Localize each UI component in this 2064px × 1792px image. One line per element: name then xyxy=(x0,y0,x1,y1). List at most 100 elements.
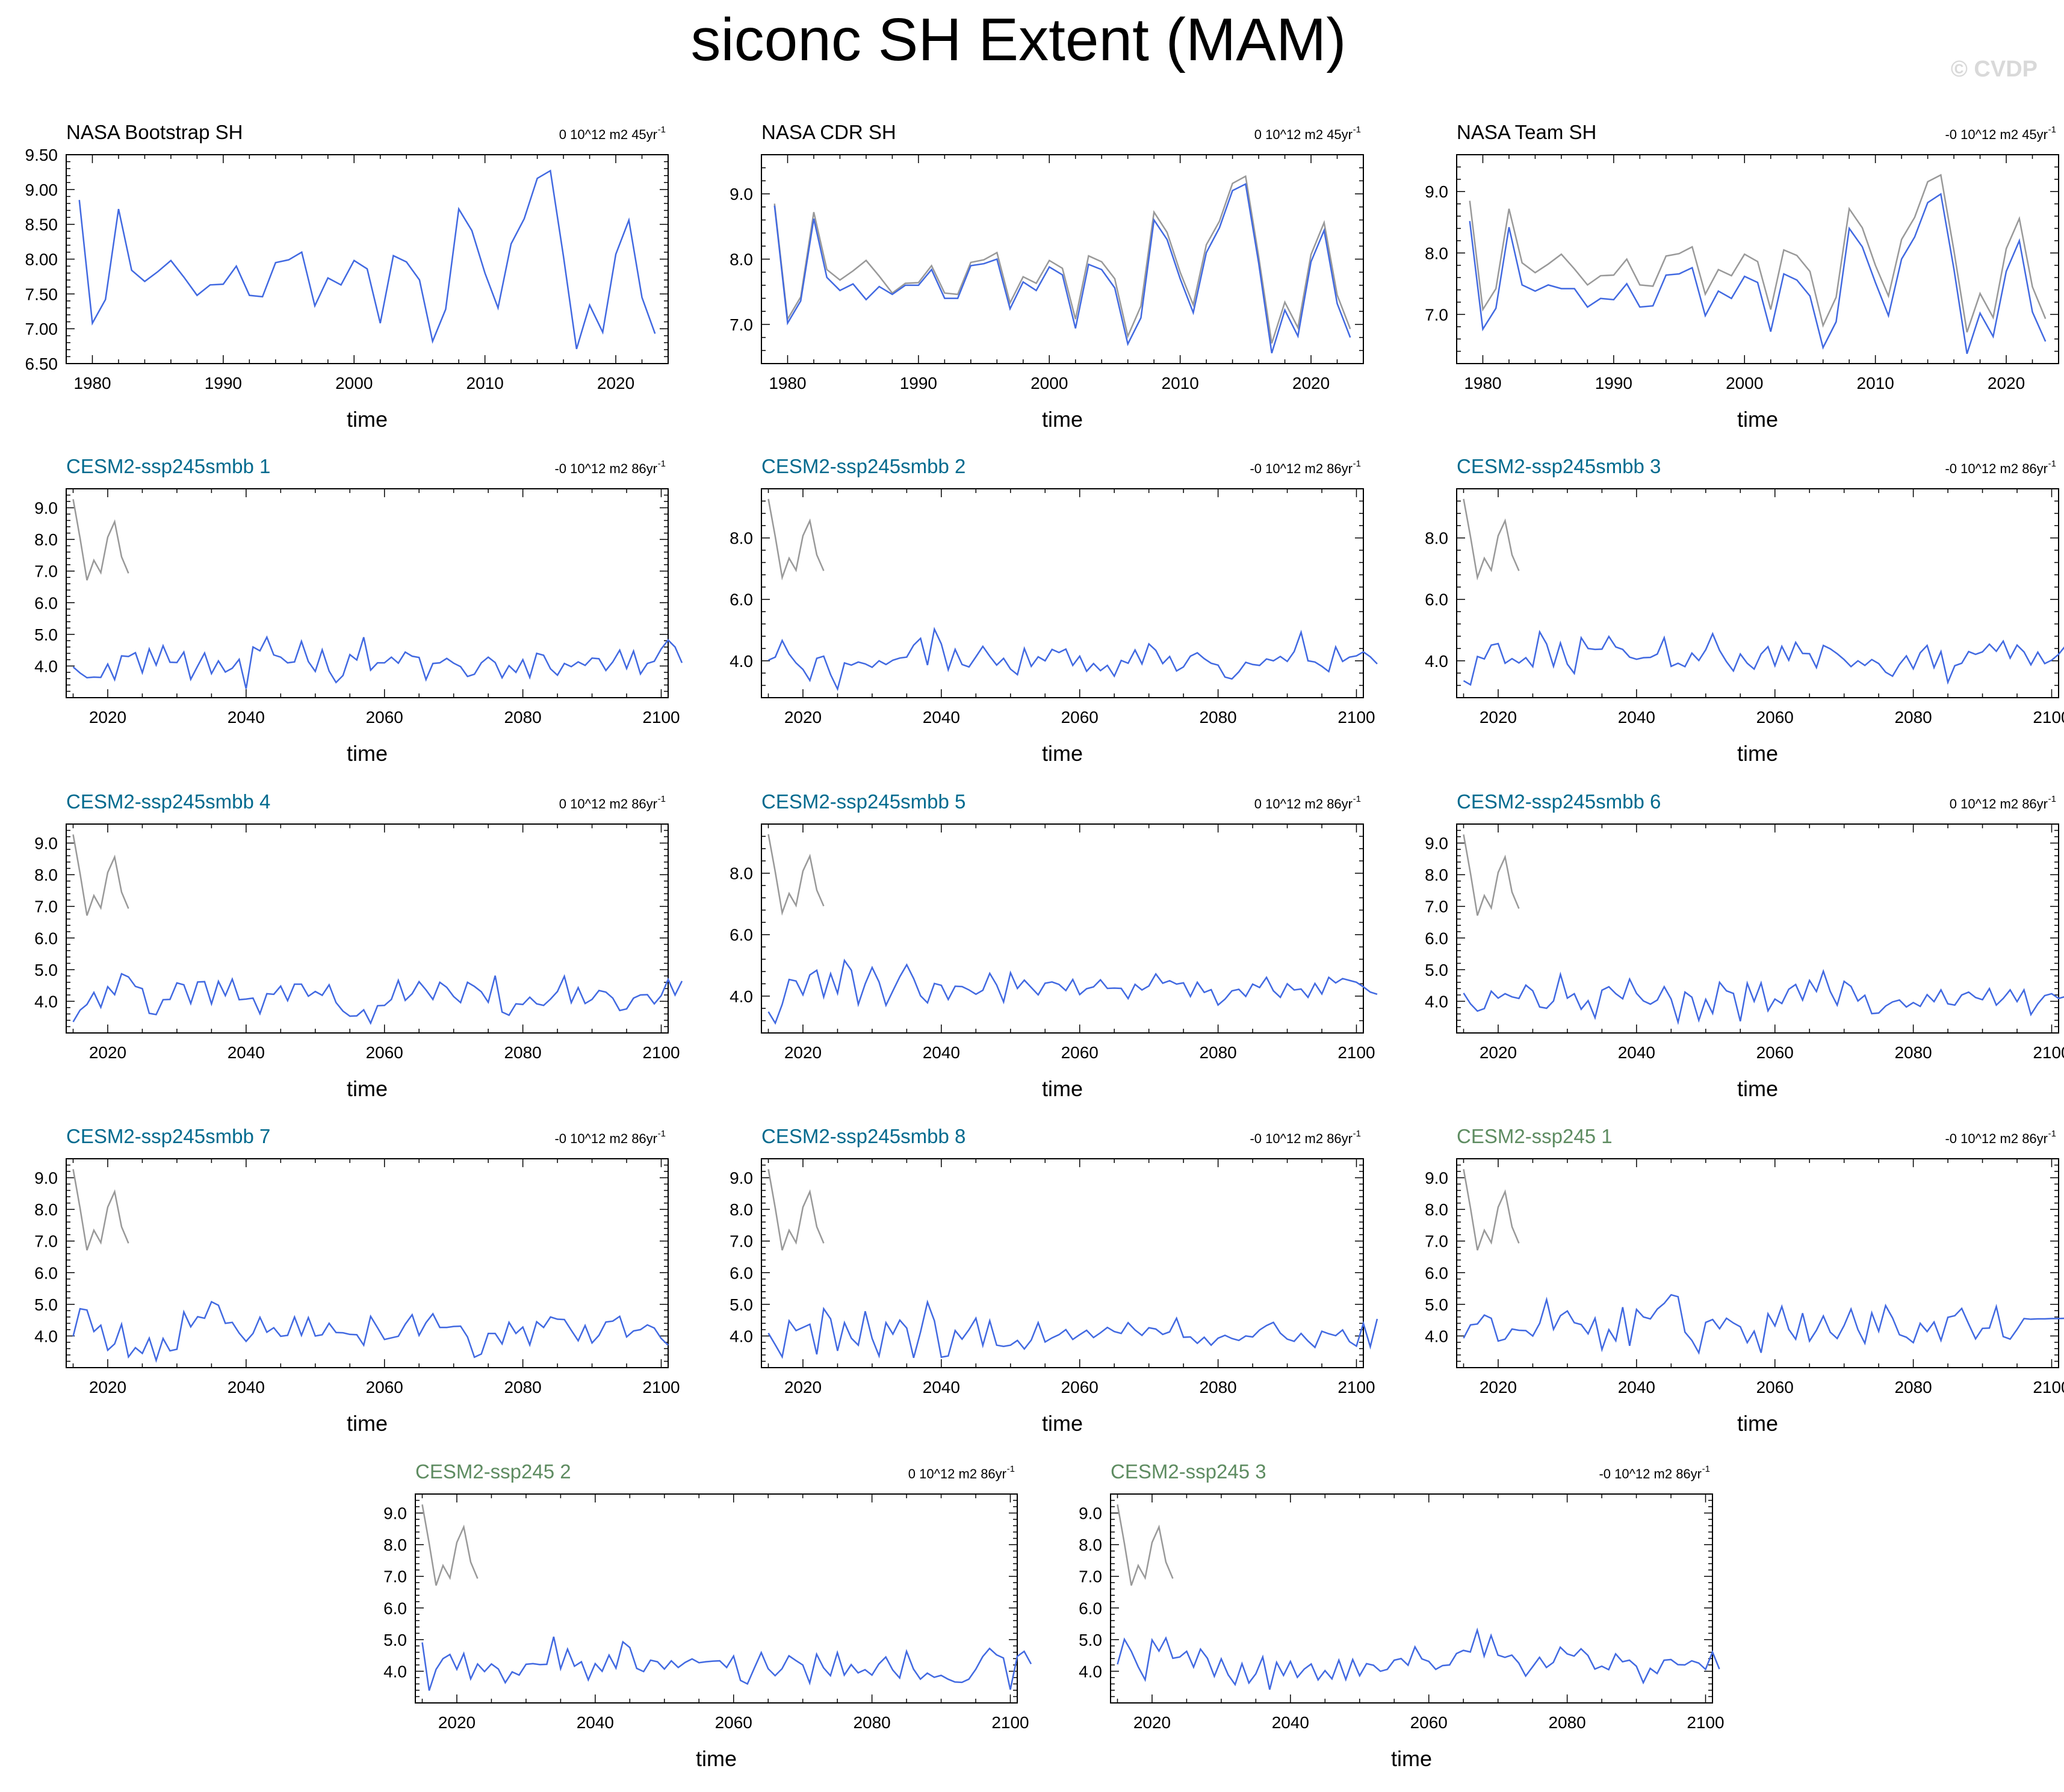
trend-exponent: -1 xyxy=(658,125,666,135)
panel-title: CESM2-ssp245 3 xyxy=(1111,1460,1266,1483)
x-tick-label: 2060 xyxy=(366,708,403,727)
watermark: © CVDP xyxy=(1951,57,2038,82)
panel-title: CESM2-ssp245 1 xyxy=(1457,1125,1613,1147)
trend-label: 0 10^12 m2 86yr xyxy=(908,1466,1006,1481)
x-tick-label: 2020 xyxy=(784,708,822,727)
y-tick-label: 6.0 xyxy=(34,594,58,612)
y-tick-label: 8.00 xyxy=(25,250,58,269)
x-axis-label: time xyxy=(347,407,388,432)
obs-series-line xyxy=(1469,173,2047,333)
y-tick-label: 7.0 xyxy=(383,1567,407,1586)
x-tick-label: 2060 xyxy=(1061,708,1099,727)
y-tick-label: 9.0 xyxy=(1425,1169,1448,1188)
x-tick-label: 2080 xyxy=(853,1713,890,1732)
x-tick-label: 2100 xyxy=(642,1043,680,1062)
y-tick-label: 6.0 xyxy=(730,1263,753,1282)
x-tick-label: 2060 xyxy=(1756,1378,1794,1397)
plot-frame xyxy=(415,1493,1018,1704)
x-tick-label: 2040 xyxy=(577,1713,614,1732)
obs-series-line xyxy=(773,175,1351,344)
x-tick-label: 2000 xyxy=(335,374,373,392)
trend-exponent: -1 xyxy=(2048,125,2056,135)
y-tick-label: 6.50 xyxy=(25,355,58,373)
y-tick-label: 7.0 xyxy=(1425,898,1448,916)
panel-title: CESM2-ssp245smbb 8 xyxy=(761,1125,965,1147)
y-tick-label: 5.0 xyxy=(34,1295,58,1314)
panel-title: NASA CDR SH xyxy=(761,121,896,143)
trend-exponent: -1 xyxy=(2048,794,2056,804)
x-tick-label: 2100 xyxy=(1687,1713,1724,1732)
panel-title: NASA Bootstrap SH xyxy=(66,121,243,143)
trend-exponent: -1 xyxy=(658,794,666,804)
y-tick-label: 6.0 xyxy=(34,929,58,947)
panel-9: CESM2-ssp245smbb 6 0 10^12 m2 86yr -1 2020 2… xyxy=(1425,790,2064,1101)
x-tick-label: 2080 xyxy=(504,708,541,727)
trend-exponent: -1 xyxy=(658,1129,666,1139)
x-tick-label: 1990 xyxy=(1595,374,1632,392)
y-tick-label: 6.0 xyxy=(1425,929,1448,947)
series-line xyxy=(767,958,1378,1025)
panel-title: CESM2-ssp245smbb 7 xyxy=(66,1125,270,1147)
y-tick-label: 9.0 xyxy=(1425,834,1448,853)
x-tick-label: 2040 xyxy=(923,1378,960,1397)
y-tick-label: 4.0 xyxy=(730,987,753,1006)
y-tick-label: 4.0 xyxy=(730,652,753,671)
y-tick-label: 4.0 xyxy=(1079,1662,1102,1681)
x-tick-label: 2080 xyxy=(1199,1043,1236,1062)
plot-frame xyxy=(66,823,669,1034)
series-line xyxy=(1463,969,2064,1026)
x-tick-label: 2040 xyxy=(1618,708,1655,727)
x-axis-label: time xyxy=(347,1411,388,1436)
x-tick-label: 2020 xyxy=(1988,374,2025,392)
x-tick-label: 2080 xyxy=(1548,1713,1585,1732)
plot-frame xyxy=(761,488,1364,698)
trend-label: -0 10^12 m2 86yr xyxy=(1250,1131,1353,1146)
panel-title: CESM2-ssp245smbb 3 xyxy=(1457,455,1661,477)
y-tick-label: 6.0 xyxy=(383,1599,407,1617)
x-tick-label: 2100 xyxy=(1337,1043,1375,1062)
plot-frame xyxy=(1456,154,2059,364)
x-tick-label: 2000 xyxy=(1030,374,1068,392)
x-tick-label: 2080 xyxy=(504,1043,541,1062)
x-axis-label: time xyxy=(1737,741,1778,766)
x-tick-label: 2040 xyxy=(1272,1713,1309,1732)
x-tick-label: 2100 xyxy=(1337,1378,1375,1397)
y-tick-label: 6.0 xyxy=(1079,1599,1102,1617)
panel-1: NASA Bootstrap SH 0 10^12 m2 45yr -1 1980 19… xyxy=(25,121,669,432)
obs-line xyxy=(1463,834,1520,916)
y-tick-label: 7.0 xyxy=(34,1232,58,1251)
x-tick-label: 2100 xyxy=(642,708,680,727)
x-tick-label: 2100 xyxy=(991,1713,1029,1732)
y-tick-label: 5.0 xyxy=(34,625,58,644)
series-line xyxy=(767,1299,1378,1359)
y-tick-label: 9.0 xyxy=(34,1169,58,1188)
y-tick-label: 9.0 xyxy=(383,1504,407,1523)
trend-label: -0 10^12 m2 86yr xyxy=(1599,1466,1702,1481)
y-tick-label: 8.0 xyxy=(730,1200,753,1219)
y-tick-label: 8.0 xyxy=(1425,529,1448,548)
y-tick-label: 9.0 xyxy=(34,499,58,518)
x-tick-label: 2100 xyxy=(2033,1043,2064,1062)
x-tick-label: 2020 xyxy=(1480,1043,1517,1062)
plot-frame xyxy=(1456,488,2059,698)
x-tick-label: 2010 xyxy=(1857,374,1894,392)
y-tick-label: 8.0 xyxy=(1425,1200,1448,1219)
y-tick-label: 8.0 xyxy=(1079,1536,1102,1554)
x-axis-label: time xyxy=(1042,407,1083,432)
x-tick-label: 2020 xyxy=(1292,374,1330,392)
plot-frame xyxy=(761,1158,1364,1368)
series-line xyxy=(78,169,656,350)
trend-label: 0 10^12 m2 86yr xyxy=(559,796,657,811)
y-tick-label: 7.0 xyxy=(730,1232,753,1251)
panel-4: CESM2-ssp245smbb 1 -0 10^12 m2 86yr -1 2020… xyxy=(34,455,683,766)
x-tick-label: 2060 xyxy=(1756,1043,1794,1062)
obs-line xyxy=(767,1169,825,1251)
y-tick-label: 5.0 xyxy=(1425,961,1448,979)
x-tick-label: 2080 xyxy=(504,1378,541,1397)
x-tick-label: 2060 xyxy=(366,1043,403,1062)
trend-exponent: -1 xyxy=(2048,1129,2056,1139)
y-tick-label: 9.0 xyxy=(730,185,753,203)
trend-label: -0 10^12 m2 86yr xyxy=(1250,461,1353,476)
x-axis-label: time xyxy=(1737,1411,1778,1436)
